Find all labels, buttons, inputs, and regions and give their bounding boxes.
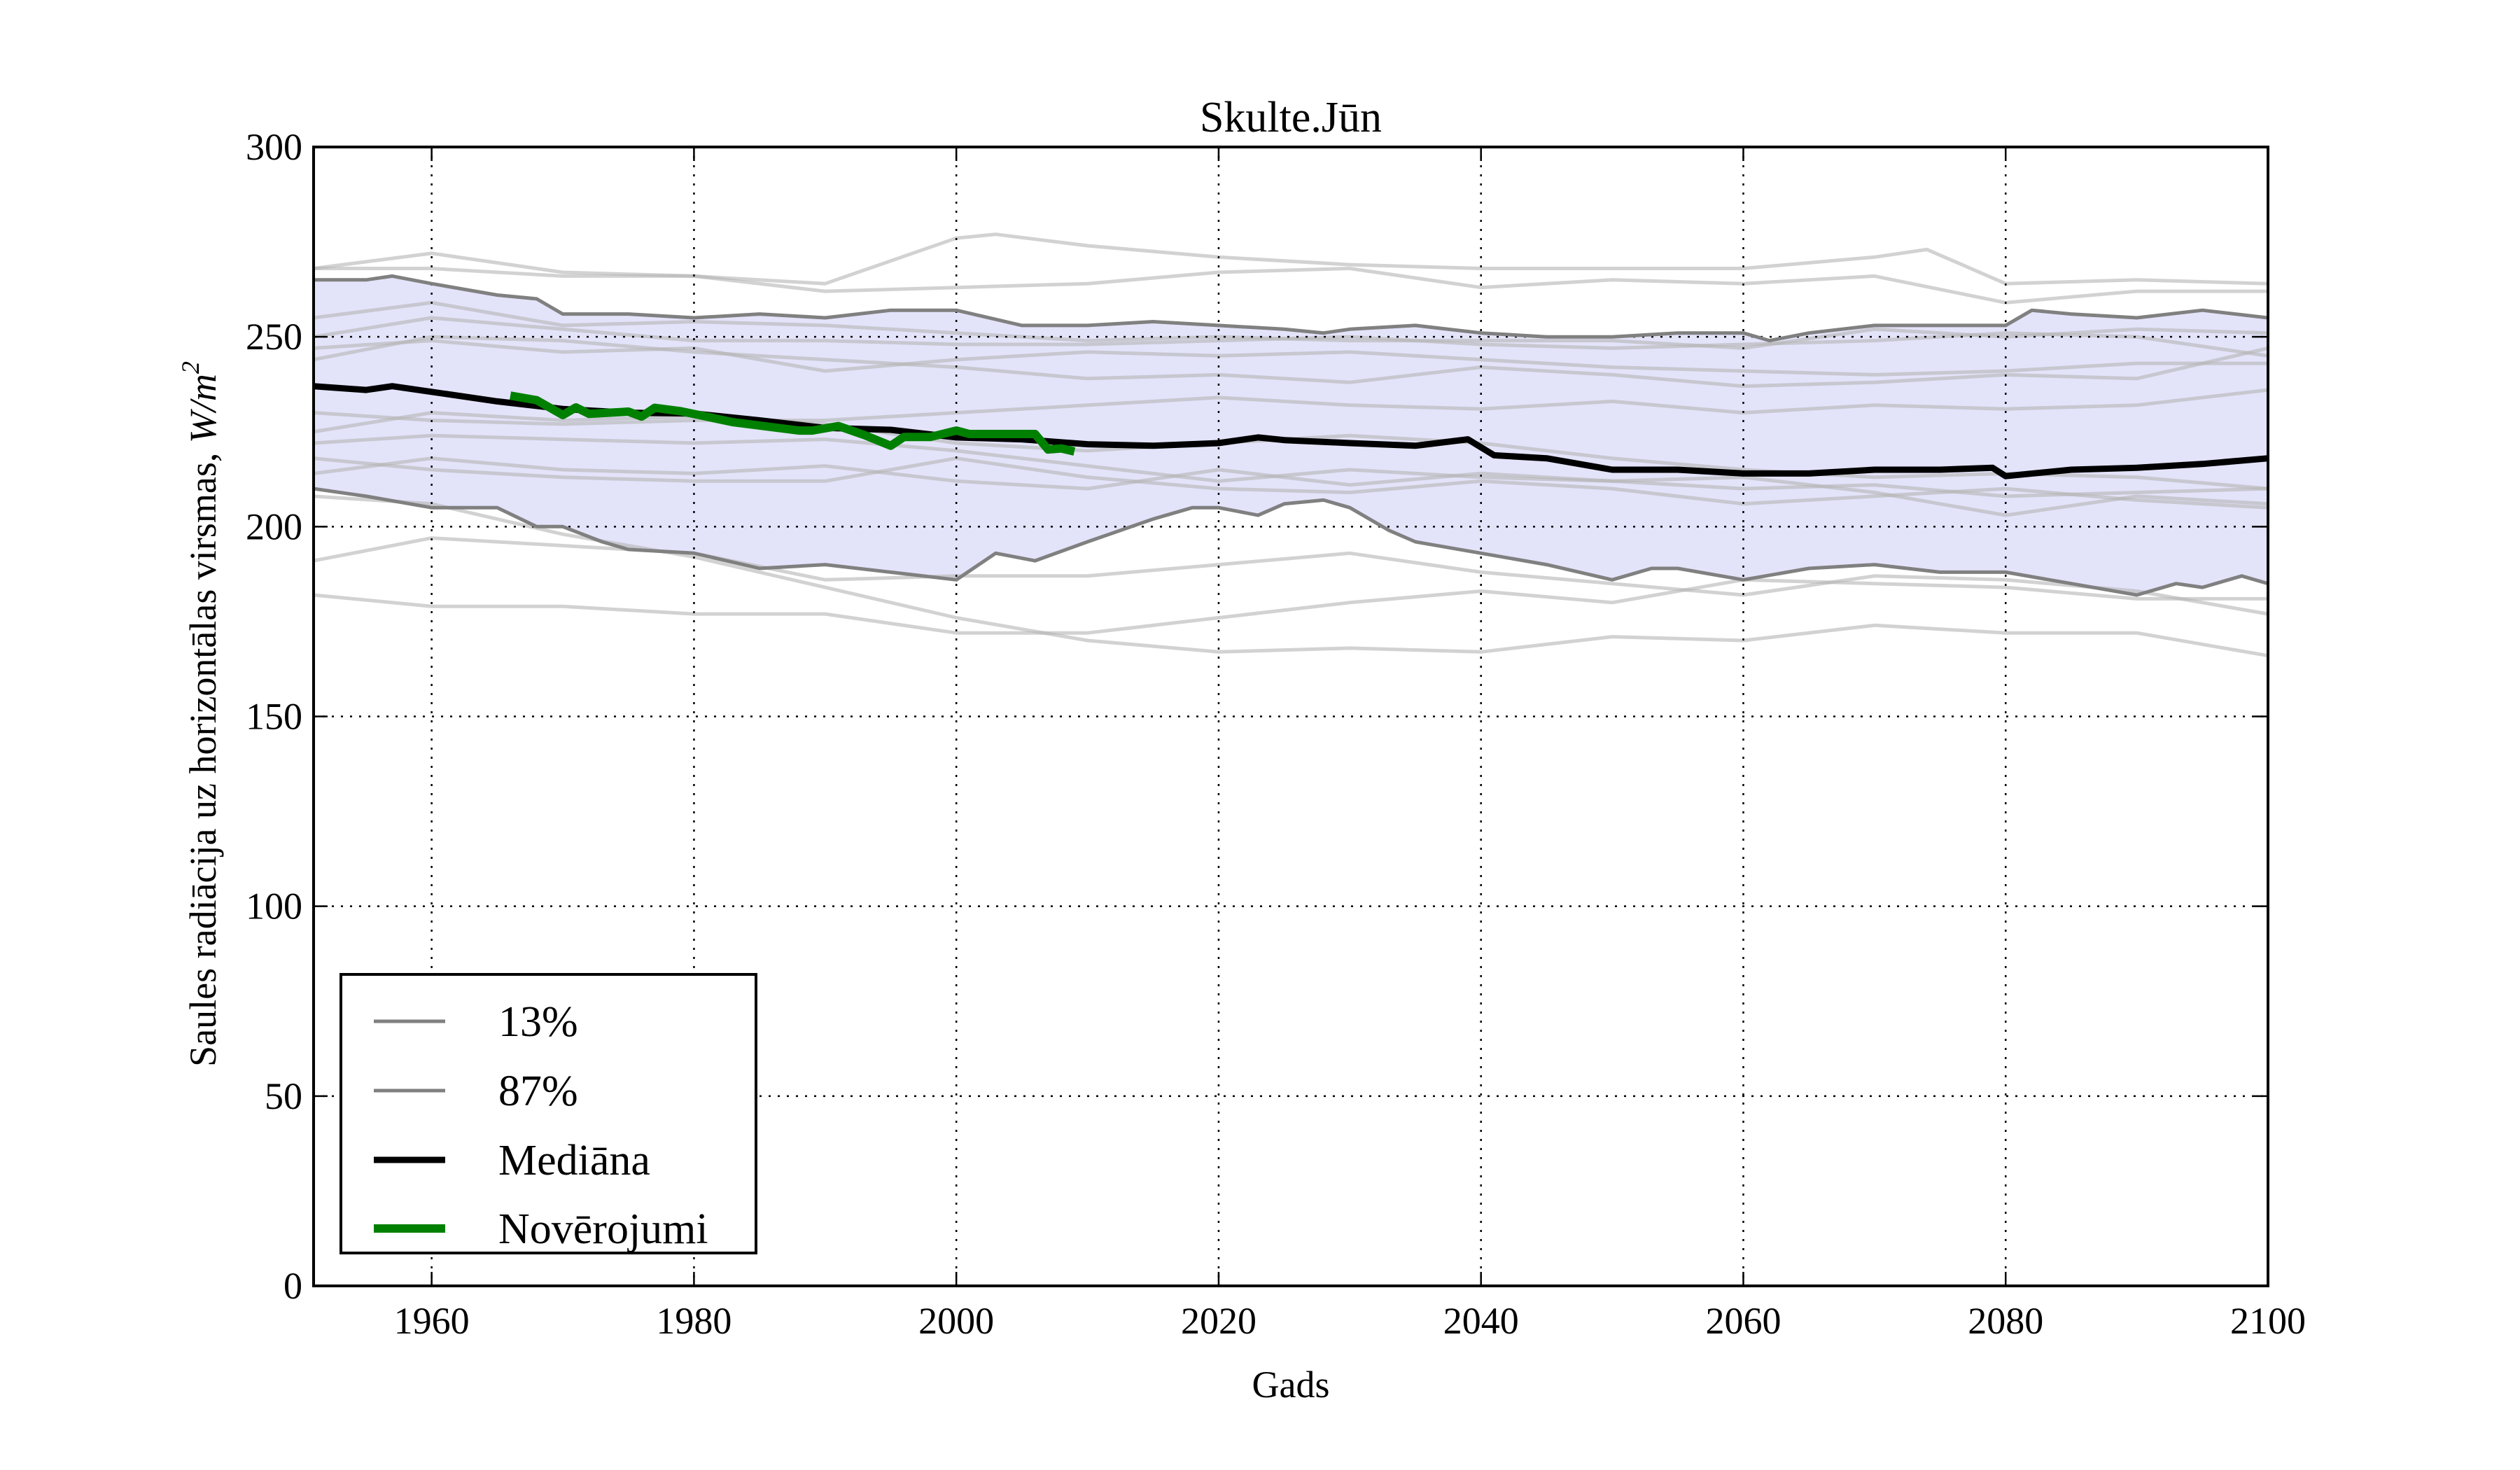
plot-area xyxy=(314,147,2268,1286)
chart-title: Skulte.Jūn xyxy=(1200,94,1382,141)
y-tick-label-300: 300 xyxy=(246,126,302,168)
y-tick-label-150: 150 xyxy=(246,696,302,738)
x-tick-label-2020: 2020 xyxy=(1181,1300,1256,1342)
p13-line xyxy=(314,486,2268,597)
x-tick-labels: 1960 1980 2000 2020 2040 2060 2080 2100 xyxy=(394,1300,2306,1342)
y-axis-label-text: Saules radiācija uz horizontālas virsmas… xyxy=(182,443,224,1067)
series-lines xyxy=(314,274,2268,597)
legend-label-observations: Novērojumi xyxy=(498,1205,708,1253)
x-tick-label-2100: 2100 xyxy=(2230,1300,2306,1342)
legend-label-p87: 87% xyxy=(498,1068,578,1115)
ensemble-line-7 xyxy=(314,388,2268,426)
y-tick-label-50: 50 xyxy=(265,1075,302,1117)
x-tick-label-2060: 2060 xyxy=(1705,1300,1781,1342)
x-tick-label-2000: 2000 xyxy=(918,1300,994,1342)
x-tick-label-2040: 2040 xyxy=(1443,1300,1519,1342)
percentile-band xyxy=(314,276,2268,595)
ensemble-line-14 xyxy=(314,494,2268,658)
ensemble-line-11 xyxy=(314,456,2268,517)
ensemble-line-2 xyxy=(314,267,2268,304)
ensemble-line-5 xyxy=(314,339,2268,377)
legend: 13% 87% Mediāna Novērojumi xyxy=(340,973,757,1254)
observations-line xyxy=(510,391,1076,456)
band-fill xyxy=(314,276,2268,595)
y-tick-label-250: 250 xyxy=(246,316,302,358)
x-tick-label-1980: 1980 xyxy=(656,1300,732,1342)
y-axis-label-unit-exponent: 2 xyxy=(176,361,204,374)
y-tick-label-200: 200 xyxy=(246,505,302,547)
legend-label-p13: 13% xyxy=(498,998,578,1046)
y-tick-label-100: 100 xyxy=(246,886,302,927)
y-tick-label-0: 0 xyxy=(284,1265,302,1307)
x-axis-label: Gads xyxy=(1252,1364,1330,1406)
y-tick-labels: 0 50 100 150 200 250 300 xyxy=(246,126,302,1307)
x-tick-label-2080: 2080 xyxy=(1968,1300,2043,1342)
p87-line xyxy=(314,274,2268,343)
ensemble-line-10 xyxy=(314,456,2268,510)
y-axis-label-unit: W/m xyxy=(182,374,224,443)
ensemble-line-4 xyxy=(314,316,2268,358)
axis-ticks xyxy=(314,146,2269,1287)
ensemble-line-9 xyxy=(314,433,2268,498)
ensemble-line-13 xyxy=(314,578,2268,635)
x-tick-label-1960: 1960 xyxy=(394,1300,470,1342)
ensemble-line-6 xyxy=(314,335,2268,388)
y-axis-label: Saules radiācija uz horizontālas virsmas… xyxy=(176,361,224,1067)
legend-label-median: Mediāna xyxy=(498,1137,650,1184)
